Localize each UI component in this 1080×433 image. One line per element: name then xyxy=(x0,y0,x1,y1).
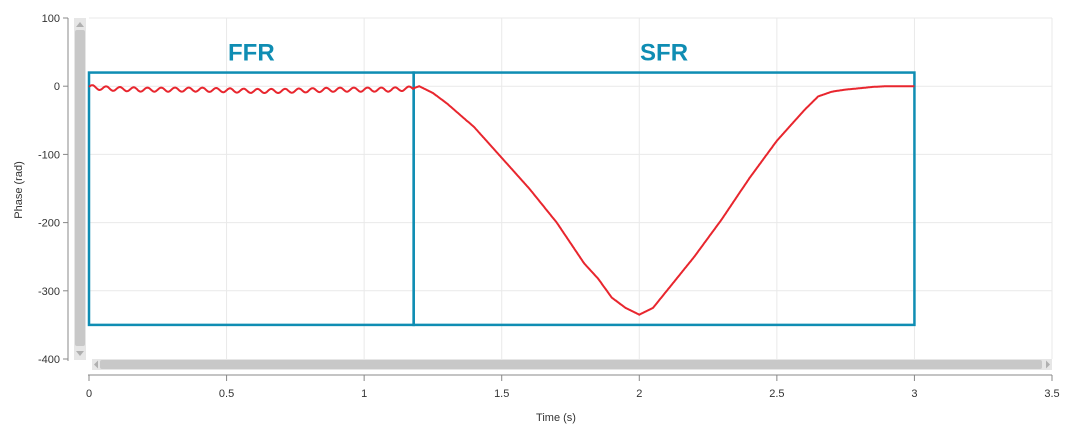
scroll-right-arrow-icon[interactable] xyxy=(1046,360,1050,369)
series-line-0 xyxy=(88,84,915,316)
y-tick-label: -100 xyxy=(38,149,60,161)
y-tick-labels: 100 0 -100 -200 -300 -400 xyxy=(38,13,60,366)
region-label-ffr: FFR xyxy=(228,40,275,67)
x-axis xyxy=(88,374,1053,381)
scroll-left-arrow-icon[interactable] xyxy=(94,360,98,369)
x-tick-label: 0 xyxy=(86,388,92,400)
region-box-ffr xyxy=(87,71,415,327)
region-box-sfr xyxy=(412,71,916,327)
regions: FFR SFR xyxy=(87,40,916,327)
region-label-sfr: SFR xyxy=(640,40,688,67)
x-tick-label: 3 xyxy=(911,388,917,400)
horizontal-scrollbar-thumb[interactable] xyxy=(100,360,1042,369)
vertical-scrollbar[interactable] xyxy=(74,18,86,360)
x-tick-label: 1.5 xyxy=(494,388,509,400)
y-axis xyxy=(63,17,69,361)
gridlines xyxy=(89,18,1052,359)
plot-borders xyxy=(89,17,1053,359)
y-tick-label: -400 xyxy=(38,354,60,366)
series-layer xyxy=(88,84,915,316)
x-tick-label: 2.5 xyxy=(769,388,784,400)
scroll-up-arrow-icon[interactable] xyxy=(76,22,84,27)
y-tick-label: -300 xyxy=(38,286,60,298)
x-axis-title: Time (s) xyxy=(536,412,576,424)
x-tick-label: 2 xyxy=(636,388,642,400)
scroll-down-arrow-icon[interactable] xyxy=(76,351,84,356)
y-tick-label: 0 xyxy=(54,81,60,93)
y-tick-label: 100 xyxy=(42,13,60,25)
vertical-scrollbar-thumb[interactable] xyxy=(75,30,85,346)
x-tick-labels: 0 0.5 1 1.5 2 2.5 3 3.5 xyxy=(86,388,1060,400)
x-tick-label: 1 xyxy=(361,388,367,400)
x-tick-label: 0.5 xyxy=(219,388,234,400)
y-axis-title: Phase (rad) xyxy=(13,161,25,218)
y-tick-label: -200 xyxy=(38,218,60,230)
horizontal-scrollbar[interactable] xyxy=(92,359,1052,370)
x-tick-label: 3.5 xyxy=(1044,388,1059,400)
